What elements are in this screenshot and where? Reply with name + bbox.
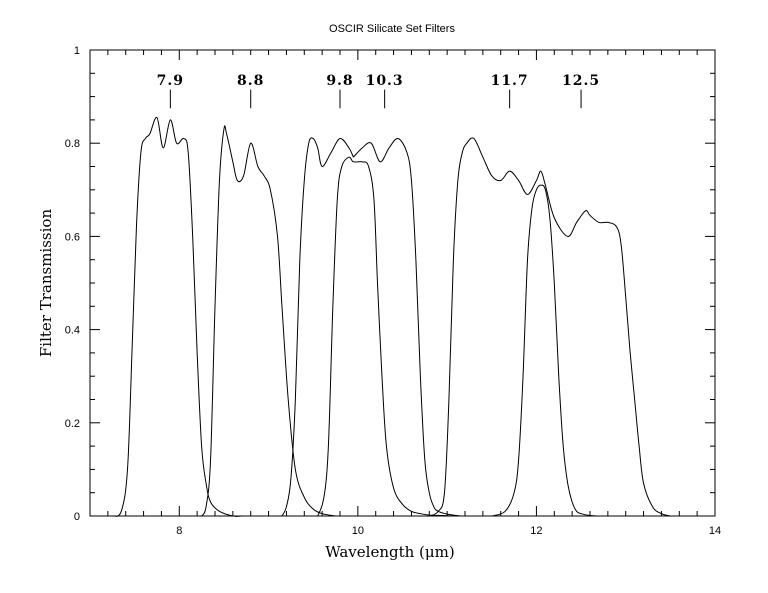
- x-axis-label: Wavelength (μm): [325, 543, 454, 561]
- y-tick-label: 1: [74, 45, 80, 57]
- x-tick-label: 12: [530, 525, 542, 537]
- y-tick-label: 0.4: [65, 325, 80, 337]
- marker-label: 10.3: [366, 73, 404, 89]
- y-tick-label: 0.2: [65, 418, 80, 430]
- marker-label: 9.8: [326, 73, 353, 89]
- marker-label: 12.5: [562, 73, 600, 89]
- filter-curve-6: [429, 137, 671, 517]
- plot-frame: [89, 49, 716, 517]
- marker-label: 11.7: [491, 73, 529, 89]
- filter-curve-5: [317, 156, 457, 517]
- chart-title: OSCIR Silicate Set Filters: [329, 23, 455, 35]
- filter-curves: [112, 116, 671, 517]
- filter-curve-1: [112, 116, 242, 517]
- marker-label: 8.8: [237, 73, 264, 89]
- x-tick-label: 14: [709, 525, 721, 537]
- y-tick-label: 0: [74, 511, 80, 523]
- marker-label: 7.9: [157, 73, 184, 89]
- y-axis-label: Filter Transmission: [37, 209, 55, 358]
- wavelength-markers: 7.9 8.8 9.8 10.3 11.7 12.5: [157, 73, 600, 109]
- tick-labels: 8 10 12 14 0 0.2 0.4 0.6 0.8 1: [65, 45, 721, 537]
- filter-curve-2: [201, 125, 336, 517]
- filter-curve-7: [491, 184, 599, 517]
- filter-curve-4: [353, 138, 461, 517]
- filter-curve-3: [281, 137, 354, 517]
- y-tick-label: 0.8: [65, 138, 80, 150]
- axis-ticks: [89, 49, 716, 517]
- x-tick-label: 8: [176, 525, 182, 537]
- y-tick-label: 0.6: [65, 231, 80, 243]
- x-tick-label: 10: [352, 525, 364, 537]
